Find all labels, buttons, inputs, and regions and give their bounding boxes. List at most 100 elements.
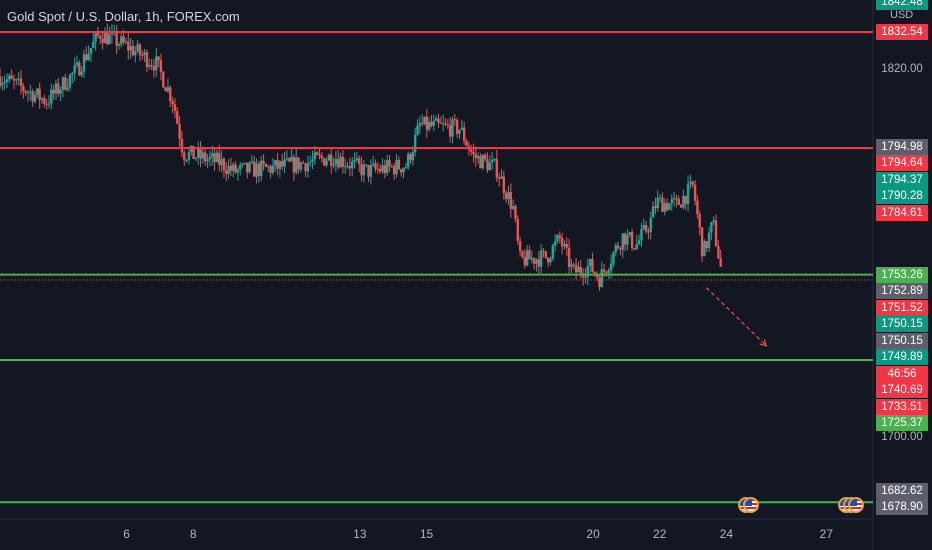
candle-body (621, 233, 624, 250)
candle-body (241, 163, 244, 165)
candle-body (406, 154, 410, 168)
candle-body (129, 45, 132, 51)
price-label: 1750.15 (876, 332, 928, 349)
candle-body (194, 157, 198, 160)
candle-body (535, 259, 538, 264)
candle-body (309, 161, 312, 164)
candle-body (180, 138, 184, 153)
candle-body (59, 89, 62, 94)
candle-body (355, 158, 359, 161)
candle-body (185, 159, 188, 161)
candle-body (211, 153, 214, 157)
candle-body (474, 153, 478, 159)
time-tick-label: 22 (653, 527, 667, 541)
price-label: 1740.69 (876, 382, 928, 399)
candle-body (78, 62, 81, 76)
candle-body (292, 156, 296, 173)
time-tick-label: 8 (189, 527, 197, 541)
time-tick-label: 13 (353, 527, 367, 541)
candle-body (127, 41, 130, 51)
candle-body (313, 152, 317, 160)
candle-body (383, 165, 387, 174)
candle-body (411, 151, 415, 161)
candle-body (248, 162, 251, 173)
candle-body (31, 91, 34, 102)
candle-body (350, 161, 354, 169)
candle-body (367, 165, 370, 177)
price-label: 1750.15 (876, 316, 928, 333)
candle-body (486, 159, 489, 171)
candle-body (502, 176, 506, 193)
candle-body (302, 162, 305, 164)
candle-body (689, 181, 692, 184)
candle-body (253, 161, 256, 177)
candle-body (577, 266, 580, 273)
candle-body (385, 160, 389, 174)
candle-body (693, 184, 697, 201)
candle-body (558, 235, 561, 238)
candle-body (131, 45, 135, 56)
candle-body (374, 163, 377, 169)
flag-canton (745, 499, 753, 506)
candle-body (250, 161, 254, 163)
projection-arrow[interactable] (705, 287, 767, 347)
price-label: 1784.61 (876, 204, 928, 221)
candle-body (257, 163, 261, 177)
candle-body (696, 200, 699, 215)
currency-label[interactable]: USD (890, 9, 914, 21)
candle-body (36, 88, 39, 95)
candle-body (675, 198, 678, 200)
candle-body (392, 166, 396, 175)
candle-body (476, 155, 480, 159)
candle-body (152, 66, 156, 71)
candle-body (521, 251, 524, 257)
candle-body (103, 32, 107, 44)
candle-body (0, 76, 2, 86)
candle-body (700, 227, 704, 257)
candle-body (19, 78, 23, 87)
price-label: 1749.89 (876, 349, 928, 366)
candle-body (446, 124, 450, 126)
price-label: 1790.28 (876, 188, 928, 205)
candle-body (145, 52, 149, 68)
candle-body (232, 164, 235, 171)
candle-body (283, 159, 286, 167)
candle-body (432, 120, 436, 126)
candle-body (45, 103, 48, 105)
candle-body (227, 165, 230, 174)
candle-body (334, 159, 338, 165)
candle-body (563, 244, 566, 247)
candle-body (278, 161, 282, 169)
candle-body (528, 250, 531, 260)
candle-body (511, 205, 515, 209)
candle-body (75, 62, 79, 66)
symbol-title[interactable]: Gold Spot / U.S. Dollar, 1h, FOREX.com (7, 9, 240, 24)
candle-body (588, 259, 592, 267)
candle-body (549, 258, 552, 263)
candle-body (122, 36, 125, 43)
candle-body (337, 159, 340, 168)
candle-body (96, 33, 100, 36)
candle-body (192, 145, 195, 160)
price-label: 1725.37 (876, 415, 928, 432)
us-flag-icon[interactable] (743, 497, 760, 513)
candle-body (686, 183, 690, 204)
candle-body (162, 71, 165, 88)
candle-body (605, 271, 608, 273)
candle-body (637, 240, 641, 245)
candle-body (544, 251, 547, 258)
candle-body (402, 168, 405, 173)
candle-body (320, 155, 324, 159)
price-label: 1751.52 (876, 299, 928, 316)
projection-arrow-head (759, 338, 768, 347)
candle-body (73, 65, 76, 74)
candle-body (481, 154, 485, 169)
us-flag-icon[interactable] (848, 497, 865, 513)
candle-body (553, 241, 557, 246)
candle-body (260, 160, 263, 177)
candle-body (642, 225, 645, 230)
candle-body (164, 87, 167, 92)
candle-body (509, 192, 513, 209)
candle-body (138, 44, 142, 56)
